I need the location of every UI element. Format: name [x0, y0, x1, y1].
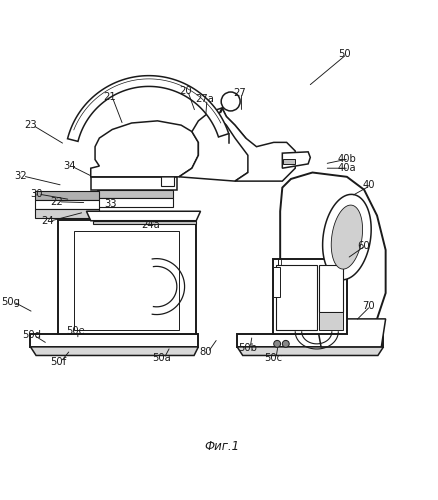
- Text: 50a: 50a: [152, 354, 171, 364]
- Circle shape: [283, 340, 289, 347]
- Text: 32: 32: [14, 171, 27, 181]
- Text: 80: 80: [199, 348, 212, 358]
- Text: 33: 33: [104, 199, 117, 209]
- Text: 20: 20: [179, 86, 192, 96]
- Polygon shape: [280, 172, 385, 334]
- Polygon shape: [323, 194, 371, 280]
- Polygon shape: [31, 334, 198, 347]
- Text: Фиг.1: Фиг.1: [205, 440, 240, 453]
- Circle shape: [274, 340, 281, 347]
- Polygon shape: [97, 190, 173, 198]
- Polygon shape: [237, 347, 384, 356]
- Polygon shape: [58, 220, 196, 334]
- Polygon shape: [179, 108, 252, 181]
- Text: 27: 27: [233, 88, 246, 98]
- Text: 50: 50: [339, 49, 351, 59]
- Polygon shape: [31, 347, 198, 356]
- Text: 24: 24: [41, 216, 54, 226]
- Text: 50c: 50c: [265, 354, 283, 364]
- Polygon shape: [91, 177, 177, 190]
- Polygon shape: [74, 230, 179, 330]
- Polygon shape: [97, 198, 173, 207]
- Text: 27a: 27a: [195, 94, 214, 104]
- Text: 22: 22: [50, 197, 63, 207]
- Text: 34: 34: [63, 161, 75, 171]
- Text: 21: 21: [104, 92, 117, 102]
- Polygon shape: [273, 267, 280, 298]
- Text: 23: 23: [24, 120, 37, 130]
- Polygon shape: [273, 258, 347, 334]
- Polygon shape: [331, 205, 363, 269]
- Text: 40: 40: [362, 180, 374, 190]
- Polygon shape: [91, 121, 198, 177]
- Text: 50b: 50b: [238, 343, 257, 353]
- Text: 30: 30: [30, 189, 42, 199]
- Text: 40b: 40b: [338, 154, 356, 164]
- Polygon shape: [93, 220, 196, 224]
- Polygon shape: [319, 312, 343, 330]
- Polygon shape: [35, 192, 99, 200]
- Text: 24a: 24a: [141, 220, 160, 230]
- Polygon shape: [276, 265, 317, 330]
- Text: 50g: 50g: [2, 296, 21, 306]
- Polygon shape: [316, 319, 385, 347]
- Polygon shape: [319, 265, 343, 312]
- Polygon shape: [283, 158, 295, 164]
- Circle shape: [221, 92, 240, 111]
- Polygon shape: [86, 212, 201, 220]
- Polygon shape: [283, 152, 310, 168]
- Polygon shape: [237, 334, 384, 347]
- Polygon shape: [35, 200, 99, 209]
- Text: 40a: 40a: [338, 163, 356, 173]
- Polygon shape: [218, 108, 295, 181]
- Text: 60: 60: [357, 240, 370, 250]
- Text: 70: 70: [362, 301, 375, 311]
- Polygon shape: [67, 76, 229, 142]
- Polygon shape: [35, 209, 99, 218]
- Polygon shape: [161, 176, 174, 186]
- Text: 50d: 50d: [22, 330, 41, 340]
- Text: 50f: 50f: [50, 357, 67, 367]
- Text: 50e: 50e: [66, 326, 85, 336]
